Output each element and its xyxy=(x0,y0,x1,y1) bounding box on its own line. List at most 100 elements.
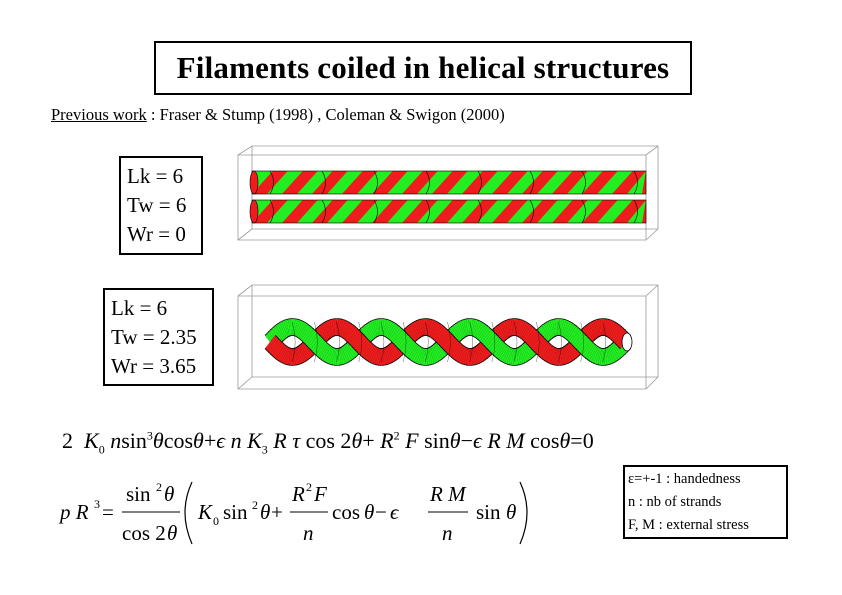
parallel-filaments-figure xyxy=(237,145,659,241)
bottom-tw: Tw = 2.35 xyxy=(111,325,197,349)
strand-ring xyxy=(402,321,407,363)
strand-ring xyxy=(291,321,296,363)
straight-tube-upper xyxy=(249,170,647,195)
svg-text:sin: sin xyxy=(476,500,501,524)
svg-text:2: 2 xyxy=(306,480,312,494)
red-stripe xyxy=(552,171,588,194)
top-wr: Wr = 0 xyxy=(127,222,186,246)
equation-pressure: p R 3 = sin 2 θ cos 2 θ K 0 sin 2 θ + R … xyxy=(58,480,528,545)
top-invariants-box: Lk = 6 Tw = 6 Wr = 0 xyxy=(119,156,203,255)
red-stripe xyxy=(372,200,408,223)
red-stripe xyxy=(342,171,378,194)
red-stripe xyxy=(462,171,498,194)
bottom-wr: Wr = 3.65 xyxy=(111,354,197,378)
svg-text:R M: R M xyxy=(429,482,467,506)
tube-ring xyxy=(321,170,326,195)
tube-ring xyxy=(269,170,274,195)
svg-text:p R: p R xyxy=(58,500,89,524)
svg-text:F: F xyxy=(313,482,327,506)
previous-work-label: Previous work xyxy=(51,105,147,124)
strand-ring xyxy=(558,321,562,363)
strand-segment xyxy=(574,334,587,350)
tube-ring xyxy=(581,199,586,224)
strand-segment xyxy=(308,334,321,350)
strand-ring xyxy=(580,321,584,363)
red-stripe xyxy=(312,171,348,194)
svg-text:2: 2 xyxy=(252,498,258,512)
red-stripe xyxy=(612,200,646,223)
svg-text:cos 2: cos 2 xyxy=(122,521,166,545)
legend-handedness: ε=+-1 : handedness xyxy=(628,471,741,487)
strand-ring xyxy=(491,321,496,363)
strand-ring xyxy=(425,321,429,363)
svg-text:3: 3 xyxy=(94,497,100,511)
tube-ring xyxy=(477,170,482,195)
previous-work-text: : Fraser & Stump (1998) , Coleman & Swig… xyxy=(146,105,505,124)
tube-ring xyxy=(633,170,638,195)
red-stripe xyxy=(492,171,528,194)
bottom-lk: Lk = 6 xyxy=(111,296,168,320)
red-stripe xyxy=(612,171,646,194)
red-stripe xyxy=(432,200,468,223)
red-stripe xyxy=(582,171,618,194)
strand-ring xyxy=(513,321,518,363)
strand-end-cap xyxy=(621,332,633,352)
equation-balance: 2 K0 nsin3θcosθ+ϵ n K3 R τ cos 2θ+ R2 F … xyxy=(62,428,594,457)
tube-end-cap xyxy=(249,170,259,195)
red-stripe xyxy=(552,200,588,223)
tube-ring xyxy=(373,170,378,195)
svg-text:+: + xyxy=(271,500,283,524)
strand-segment xyxy=(265,335,278,351)
red-stripe xyxy=(642,171,646,194)
svg-text:2: 2 xyxy=(156,480,162,494)
legend-strands: n : nb of strands xyxy=(628,494,722,510)
strand-segment xyxy=(442,335,455,351)
svg-text:sin: sin xyxy=(223,500,248,524)
bottom-invariants-box: Lk = 6 Tw = 2.35 Wr = 3.65 xyxy=(103,288,214,386)
strand-segment xyxy=(397,334,410,350)
tube-ring xyxy=(425,199,430,224)
svg-text:θ: θ xyxy=(506,500,516,524)
svg-text:K: K xyxy=(197,500,213,524)
svg-text:=: = xyxy=(102,500,114,524)
top-tw: Tw = 6 xyxy=(127,193,187,217)
coiled-strands xyxy=(264,318,633,366)
svg-text:n: n xyxy=(303,521,314,545)
tube-end-cap xyxy=(249,199,259,224)
straight-tube-lower xyxy=(249,199,647,224)
svg-text:ϵ: ϵ xyxy=(390,500,400,524)
svg-text:θ: θ xyxy=(167,521,177,545)
strand-ring xyxy=(447,321,451,363)
red-stripe xyxy=(372,171,408,194)
tube-ring xyxy=(321,199,326,224)
top-lk: Lk = 6 xyxy=(127,164,184,188)
red-stripe xyxy=(252,171,288,194)
red-stripe xyxy=(522,171,558,194)
red-stripe xyxy=(342,200,378,223)
strand-ring xyxy=(380,321,385,363)
red-stripe xyxy=(492,200,528,223)
tube-ring xyxy=(581,170,586,195)
svg-text:n: n xyxy=(442,521,453,545)
red-stripe xyxy=(582,200,618,223)
slide-title: Filaments coiled in helical structures xyxy=(154,41,692,95)
strand-ring xyxy=(358,321,362,363)
strand-ring xyxy=(469,321,473,363)
red-stripe xyxy=(522,200,558,223)
coiled-filaments-figure xyxy=(237,284,659,390)
red-stripe xyxy=(282,171,318,194)
tube-ring xyxy=(529,199,534,224)
svg-text:cos: cos xyxy=(332,500,360,524)
svg-text:−: − xyxy=(375,500,387,524)
svg-text:R: R xyxy=(291,482,305,506)
symbol-legend: ε=+-1 : handedness n : nb of strands F, … xyxy=(623,465,788,539)
svg-text:θ: θ xyxy=(260,500,270,524)
strand-ring xyxy=(536,321,540,363)
tube-ring xyxy=(269,199,274,224)
previous-work-line: Previous work : Fraser & Stump (1998) , … xyxy=(51,105,505,125)
tube-ring xyxy=(633,199,638,224)
tube-ring xyxy=(477,199,482,224)
strand-segment xyxy=(486,334,499,350)
strand-ring xyxy=(314,321,318,363)
red-stripe xyxy=(282,200,318,223)
